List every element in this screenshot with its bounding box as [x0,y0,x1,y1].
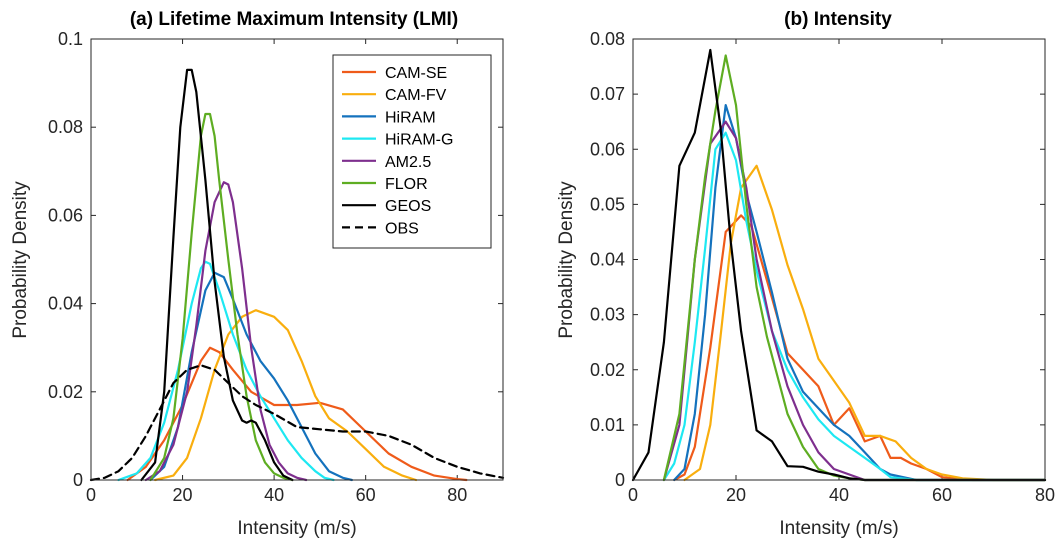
legend: CAM-SE CAM-FV HiRAM HiRAM-G AM2.5 FLOR GEOS OBS [332,54,492,249]
series-line-am2-5 [662,120,1047,482]
y-tick-label: 0.07 [590,84,625,104]
series-line-hiram-g [117,260,335,482]
y-tick-label: 0.03 [590,305,625,325]
x-tick-label: 20 [173,485,193,505]
tick-layer: 0 20 40 60 80 0 0.02 0.04 0.06 0.08 0.1 [48,29,503,505]
y-tick-label: 0 [615,470,625,490]
chart-intensity: (b) Intensity 0 20 40 60 80 0 0.01 0.02 0.03 0.04… [556,9,1055,539]
x-axis-label: Intensity (m/s) [779,518,898,539]
series-line-geos [140,68,294,482]
series-line-cam-se [673,214,1047,482]
legend-label: HiRAM [385,109,436,126]
y-tick-label: 0.06 [590,139,625,159]
y-tick-label: 0.01 [590,415,625,435]
x-tick-label: 40 [264,485,284,505]
y-tick-label: 0.02 [48,382,83,402]
series-line-am2-5 [144,181,308,482]
series-line-hiram [149,271,353,482]
axes-box [632,38,1046,481]
tick-layer: 0 20 40 60 80 0 0.01 0.02 0.03 0.04 0.05 0.06 0.07 0.… [590,29,1055,505]
series-layer [631,48,1047,482]
series-line-hiram [673,103,1047,482]
series-layer [89,68,505,482]
y-tick-label: 0.08 [48,117,83,137]
y-tick-label: 0.04 [590,250,625,270]
legend-label: OBS [385,220,419,237]
axes-box [90,38,504,481]
x-tick-label: 80 [447,485,467,505]
x-tick-label: 40 [829,485,849,505]
y-tick-label: 0 [73,470,83,490]
x-tick-label: 20 [726,485,746,505]
x-tick-label: 60 [932,485,952,505]
series-line-flor [149,112,294,482]
series-line-cam-fv [683,164,1047,482]
y-tick-label: 0.1 [58,29,83,49]
legend-label: CAM-FV [385,87,447,104]
y-tick-label: 0.02 [590,360,625,380]
y-axis-label: Probability Density [10,181,31,339]
x-tick-label: 80 [1035,485,1055,505]
series-line-obs [89,364,505,482]
x-tick-label: 0 [628,485,638,505]
chart-title: (a) Lifetime Maximum Intensity (LMI) [130,9,458,30]
legend-label: CAM-SE [385,65,447,82]
legend-label: AM2.5 [385,154,431,171]
y-tick-label: 0.05 [590,194,625,214]
x-tick-label: 0 [86,485,96,505]
x-axis-label: Intensity (m/s) [237,518,356,539]
x-tick-label: 60 [356,485,376,505]
series-line-hiram-g [662,131,1047,482]
chart-title: (b) Intensity [784,9,892,30]
legend-label: FLOR [385,176,428,193]
y-axis-label: Probability Density [556,181,577,339]
series-line-geos [631,48,1047,482]
y-tick-label: 0.04 [48,294,83,314]
legend-label: GEOS [385,198,431,215]
legend-label: HiRAM-G [385,132,453,149]
chart-lmi: (a) Lifetime Maximum Intensity (LMI) 0 20… [10,9,505,539]
series-line-cam-fv [154,309,418,482]
legend-box [332,54,492,249]
y-tick-label: 0.08 [590,29,625,49]
y-tick-label: 0.06 [48,205,83,225]
